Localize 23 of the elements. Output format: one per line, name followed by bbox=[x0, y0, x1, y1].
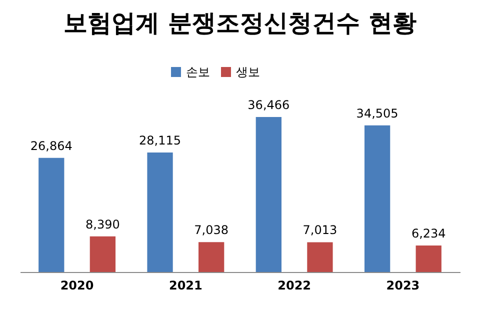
bar bbox=[147, 152, 173, 272]
bar bbox=[364, 125, 390, 272]
data-label: 7,038 bbox=[194, 223, 229, 238]
chart-title: 보험업계 분쟁조정신청건수 현황 bbox=[64, 9, 416, 37]
bar bbox=[38, 158, 64, 272]
bar bbox=[307, 242, 333, 272]
data-label: 26,864 bbox=[30, 138, 72, 153]
bar bbox=[198, 242, 224, 272]
bar bbox=[256, 117, 282, 272]
data-label: 6,234 bbox=[411, 226, 446, 241]
x-tick-label: 2023 bbox=[386, 278, 420, 292]
data-label: 28,115 bbox=[139, 134, 182, 148]
data-label: 36,466 bbox=[248, 98, 290, 112]
legend-label: 손보 bbox=[186, 65, 210, 79]
bar bbox=[416, 246, 442, 272]
legend-label: 생보 bbox=[236, 65, 260, 79]
bar bbox=[90, 236, 116, 272]
x-tick-label: 2022 bbox=[278, 278, 312, 292]
data-label: 34,505 bbox=[356, 106, 398, 120]
x-tick-label: 2021 bbox=[168, 278, 202, 292]
data-label: 8,390 bbox=[86, 217, 120, 232]
data-label: 7,013 bbox=[302, 223, 338, 238]
x-tick-label: 2020 bbox=[60, 278, 94, 292]
